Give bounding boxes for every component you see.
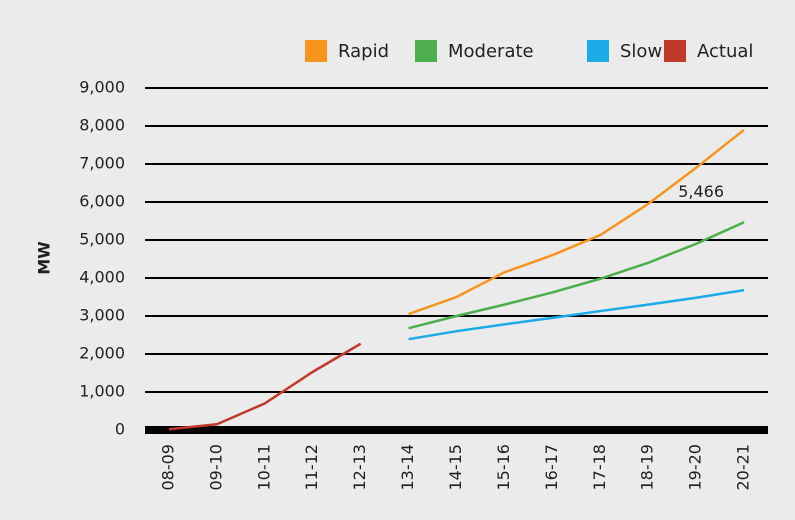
y-tick-label: 4,000 (79, 268, 125, 287)
legend-label: Slow (620, 41, 662, 62)
y-tick-label: 7,000 (79, 154, 125, 173)
x-tick-label: 17-18 (590, 444, 609, 491)
legend-label: Actual (697, 41, 753, 62)
x-tick-label: 13-14 (398, 444, 417, 491)
x-tick-label: 09-10 (206, 444, 225, 491)
x-tick-label: 19-20 (686, 444, 705, 491)
y-axis-label: MW (35, 241, 54, 275)
x-tick-label: 20-21 (734, 444, 753, 491)
x-tick-label: 08-09 (158, 444, 177, 491)
legend-swatch (305, 40, 327, 62)
y-tick-label: 0 (115, 420, 125, 439)
series-line (408, 288, 745, 341)
y-tick-label: 2,000 (79, 344, 125, 363)
y-tick-label: 1,000 (79, 382, 125, 401)
series-line (408, 221, 745, 330)
series-line (408, 128, 745, 316)
y-tick-label: 8,000 (79, 116, 125, 135)
x-tick-label: 14-15 (446, 444, 465, 491)
x-tick-label: 10-11 (254, 444, 273, 491)
x-tick-label: 18-19 (638, 444, 657, 491)
x-tick-label: 15-16 (494, 444, 513, 491)
y-tick-label: 9,000 (79, 78, 125, 97)
legend-label: Rapid (338, 41, 389, 62)
y-tick-label: 6,000 (79, 192, 125, 211)
x-tick-label: 16-17 (542, 444, 561, 491)
legend-swatch (587, 40, 609, 62)
legend-swatch (415, 40, 437, 62)
y-tick-label: 3,000 (79, 306, 125, 325)
x-tick-label: 11-12 (302, 444, 321, 491)
series-line (168, 342, 362, 431)
x-tick-label: 12-13 (350, 444, 369, 491)
legend-label: Moderate (448, 41, 534, 62)
y-tick-label: 5,000 (79, 230, 125, 249)
data-label: 5,466 (678, 182, 724, 201)
legend-swatch (664, 40, 686, 62)
